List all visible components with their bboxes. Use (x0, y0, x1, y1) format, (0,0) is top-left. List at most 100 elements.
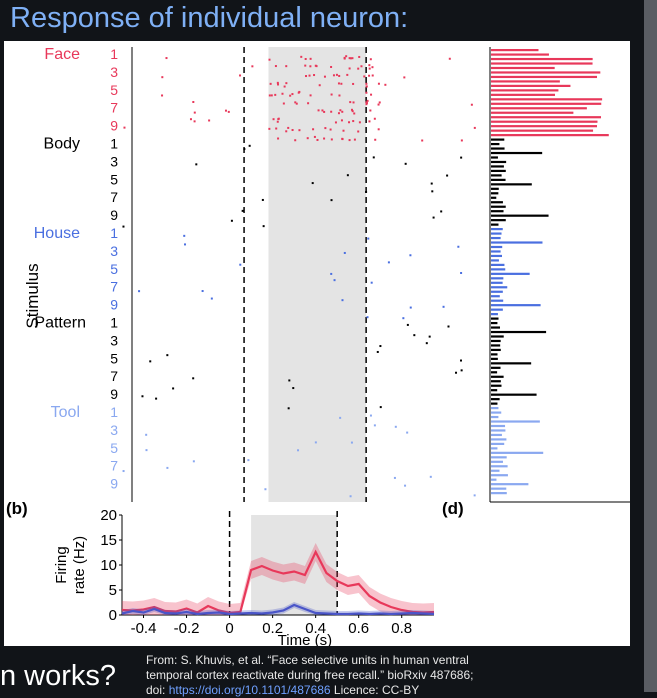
panel-label-d: (d) (442, 499, 464, 518)
spike-dot (123, 127, 125, 129)
histogram-bar (491, 358, 498, 360)
spike-dot (368, 64, 370, 66)
spike-dot (192, 101, 194, 103)
spike-histogram (490, 47, 630, 502)
histogram-bar (491, 362, 531, 364)
histogram-bar (491, 474, 508, 476)
spike-dot (461, 139, 463, 141)
histogram-bar (491, 318, 499, 320)
spike-dot (378, 128, 380, 130)
histogram-bar (491, 461, 503, 463)
spike-dot (378, 83, 380, 85)
rate-xlabel: Time (s) (278, 632, 332, 646)
spike-dot (350, 57, 352, 59)
spike-dot (331, 138, 333, 140)
histogram-bar (491, 237, 501, 239)
spike-dot (285, 130, 287, 132)
spike-dot (309, 65, 311, 67)
spike-dot (195, 163, 197, 165)
trial-label-body-3: 3 (110, 153, 118, 169)
spike-dot (285, 65, 287, 67)
spike-dot (433, 217, 435, 219)
histogram-bar (491, 116, 601, 118)
spike-dot (243, 148, 245, 150)
histogram-bar (491, 246, 502, 248)
histogram-bar (491, 367, 501, 369)
spike-dot (314, 136, 316, 138)
spike-dot (374, 118, 376, 120)
histogram-bar (491, 344, 500, 346)
rate-ytick-label: 10 (100, 557, 117, 574)
spike-dot (348, 121, 350, 123)
histogram-bar (491, 94, 555, 96)
spike-dot (324, 127, 326, 129)
histogram-bar (491, 53, 549, 55)
histogram-bar (491, 300, 503, 302)
spike-dot (330, 66, 332, 68)
spike-dot (410, 307, 412, 309)
spike-dot (449, 58, 451, 60)
histogram-bar (491, 170, 506, 172)
spike-dot (335, 121, 337, 123)
spike-dot (184, 243, 186, 245)
histogram-bar (491, 420, 540, 422)
histogram-bar (491, 147, 505, 149)
spike-dot (346, 74, 348, 76)
spike-dot (370, 94, 372, 96)
spike-dot (263, 225, 265, 227)
histogram-bar (491, 429, 505, 431)
trial-label-tool-3: 3 (110, 422, 118, 438)
spike-dot (413, 334, 415, 336)
spike-dot (343, 130, 345, 132)
spike-dot (277, 82, 279, 84)
histogram-bar (491, 434, 502, 436)
doi-link[interactable]: https://doi.org/10.1101/487686 (169, 683, 331, 697)
trial-label-tool-7: 7 (110, 458, 118, 474)
histogram-bar (491, 49, 538, 51)
spike-dot (324, 76, 326, 78)
trial-label-tool-5: 5 (110, 440, 118, 456)
spike-dot (353, 101, 355, 103)
histogram-bar (491, 179, 506, 181)
histogram-bar (491, 291, 503, 293)
spike-dot (145, 434, 147, 436)
histogram-bar (491, 452, 543, 454)
spike-dot (363, 75, 365, 77)
spike-dot (291, 93, 293, 95)
spike-dot (289, 95, 291, 97)
spike-dot (344, 57, 346, 59)
spike-dot (294, 101, 296, 103)
spike-dot (283, 103, 285, 105)
trial-label-pattern-9: 9 (110, 386, 118, 402)
histogram-bar (491, 492, 507, 494)
spike-dot (239, 264, 241, 266)
spike-dot (183, 235, 185, 237)
spike-dot (274, 94, 276, 96)
trial-label-body-5: 5 (110, 171, 118, 187)
rate-xtick-label: 0.6 (348, 620, 369, 637)
histogram-bar (491, 259, 499, 261)
histogram-bar (491, 152, 542, 154)
rate-xtick-label: -0.4 (131, 620, 157, 637)
spike-dot (298, 91, 300, 93)
histogram-bar (491, 335, 504, 337)
trial-label-face-7: 7 (110, 100, 118, 116)
spike-dot (339, 417, 341, 419)
spike-dot (165, 57, 167, 59)
histogram-bar (491, 264, 504, 266)
spike-dot (373, 156, 375, 158)
spike-dot (384, 84, 386, 86)
spike-dot (370, 415, 372, 417)
spike-dot (374, 424, 376, 426)
spike-dot (123, 470, 125, 472)
histogram-bar (491, 349, 501, 351)
spike-dot (287, 127, 289, 129)
trial-label-house-9: 9 (110, 297, 118, 313)
spike-dot (309, 75, 311, 77)
spike-dot (208, 119, 210, 121)
spike-dot (211, 298, 213, 300)
rate-ylabel-line1: Firing (53, 546, 70, 584)
histogram-bar (491, 340, 501, 342)
spike-dot (275, 65, 277, 67)
